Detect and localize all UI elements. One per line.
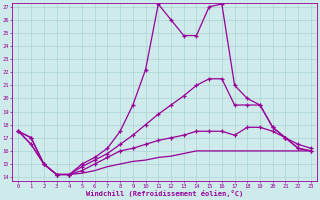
X-axis label: Windchill (Refroidissement éolien,°C): Windchill (Refroidissement éolien,°C)	[86, 190, 243, 197]
